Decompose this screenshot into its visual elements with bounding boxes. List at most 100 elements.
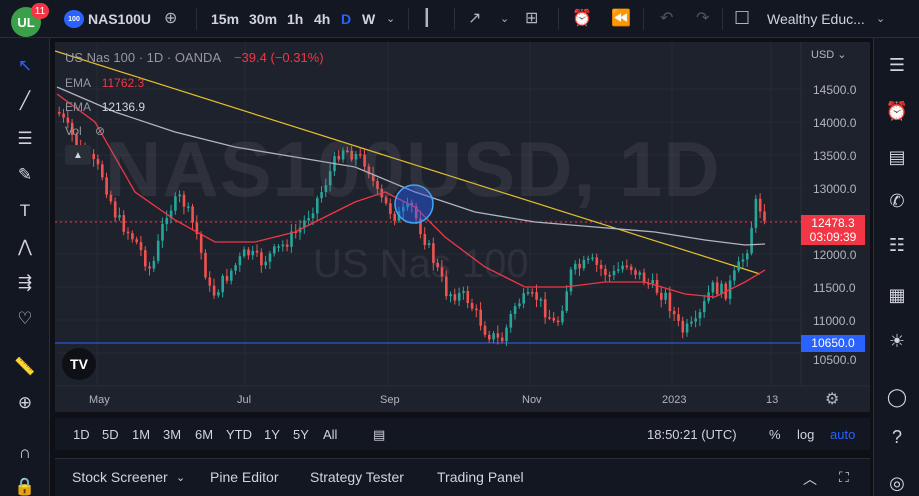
zoom-in-icon[interactable]: ⊕ <box>17 393 33 412</box>
templates-grid-icon[interactable]: ⊞ <box>525 10 539 27</box>
candle-body <box>242 249 246 257</box>
tab-stock-screener[interactable]: Stock Screener <box>72 469 168 485</box>
cursor-icon[interactable]: ↖ <box>17 56 33 75</box>
candle-body <box>552 317 556 321</box>
candle-body <box>625 265 629 268</box>
candle-body <box>720 283 723 295</box>
range-5d[interactable]: 5D <box>102 427 119 442</box>
redo-icon[interactable]: ↷ <box>696 10 710 27</box>
help-icon[interactable]: ? <box>891 426 902 447</box>
layout-square-icon[interactable]: ☐ <box>734 8 751 28</box>
alert-clock-icon[interactable]: ⏰ <box>572 10 592 27</box>
collapse-legend-button[interactable]: ▲ <box>65 145 91 165</box>
candle-body <box>118 215 121 218</box>
candlestick-chart-type-icon[interactable]: ┃ <box>422 10 432 27</box>
trend-line-icon[interactable]: ╱ <box>19 91 31 110</box>
ema-fast-legend[interactable]: EMA 11762.3 <box>65 76 144 90</box>
candle-body <box>436 262 439 268</box>
magnet-icon[interactable]: ∩ <box>18 443 32 462</box>
maximize-icon[interactable]: ⛶ <box>839 469 849 485</box>
candle-body <box>414 206 418 219</box>
undo-icon[interactable]: ↶ <box>660 10 674 27</box>
brush-icon[interactable]: ✎ <box>17 165 33 184</box>
candle-body <box>178 194 181 197</box>
symbol-search-button[interactable]: NAS100U <box>88 11 152 27</box>
timeframe-30m[interactable]: 30m <box>249 11 278 27</box>
range-1y[interactable]: 1Y <box>264 427 280 442</box>
eye-hidden-icon[interactable]: ⊘ <box>95 124 106 138</box>
candle-body <box>389 203 392 214</box>
compare-symbol-plus-icon[interactable]: ⊕ <box>164 10 178 27</box>
patterns-icon[interactable]: ⋀ <box>18 237 32 256</box>
calendar-icon[interactable]: ▦ <box>888 284 906 305</box>
toolbar-divider <box>558 8 559 30</box>
layout-name[interactable]: Wealthy Educ... <box>767 11 865 27</box>
tab-trading-panel[interactable]: Trading Panel <box>437 469 524 485</box>
chart-legend-title[interactable]: US Nas 100 · 1D · OANDA −39.4 (−0.31%) <box>65 50 324 65</box>
text-icon[interactable]: T <box>19 201 31 220</box>
range-3m[interactable]: 3M <box>163 427 182 442</box>
bottom-panel-tabs: Stock Screener ⌄ Pine Editor Strategy Te… <box>55 458 870 496</box>
ema-label: EMA <box>65 100 91 114</box>
indicators-icon[interactable]: ↗ <box>468 10 482 27</box>
go-to-date-calendar-icon[interactable]: ▤ <box>373 427 386 442</box>
range-ytd[interactable]: YTD <box>226 427 252 442</box>
candle-body <box>655 280 659 293</box>
tab-pine-editor[interactable]: Pine Editor <box>210 469 279 485</box>
replay-icon[interactable]: ⏪ <box>611 10 631 27</box>
timeframe-15m[interactable]: 15m <box>211 11 240 27</box>
candle-body <box>543 299 547 318</box>
candle-body <box>122 215 126 232</box>
range-all[interactable]: All <box>323 427 338 442</box>
chevron-down-icon[interactable]: ⌄ <box>386 13 396 25</box>
range-5y[interactable]: 5Y <box>293 427 309 442</box>
timeframe-d[interactable]: D <box>341 11 352 27</box>
candle-body <box>578 263 581 269</box>
tab-strategy-tester[interactable]: Strategy Tester <box>310 469 404 485</box>
heart-icon[interactable]: ♡ <box>17 309 33 328</box>
tradingview-logo[interactable]: TV <box>62 348 96 380</box>
news-icon[interactable]: ▤ <box>888 146 906 167</box>
log-scale-toggle[interactable]: log <box>797 427 815 442</box>
candle-body <box>681 320 685 333</box>
ideas-lightbulb-icon[interactable]: ☀ <box>888 330 906 351</box>
chevron-up-icon[interactable]: ︿ <box>803 471 817 487</box>
lock-icon[interactable]: 🔒 <box>14 477 36 496</box>
data-window-icon[interactable]: ☷ <box>888 234 906 255</box>
candle-body <box>290 231 293 247</box>
range-1d[interactable]: 1D <box>73 427 90 442</box>
chevron-down-icon[interactable]: ⌄ <box>876 13 886 25</box>
ema-slow-line <box>56 86 766 246</box>
ema-value: 12136.9 <box>101 100 146 114</box>
fib-retracement-icon[interactable]: ☰ <box>17 129 33 148</box>
candle-body <box>96 159 100 165</box>
candle-body <box>711 282 715 293</box>
chart-area[interactable]: NAS100USD, 1D US Nas 100 US Nas 100 · 1D… <box>55 42 870 412</box>
utc-clock[interactable]: 18:50:21 (UTC) <box>647 427 737 442</box>
candle-body <box>475 308 478 311</box>
chevron-down-icon[interactable]: ⌄ <box>500 13 510 25</box>
chart-settings-gear-icon[interactable]: ⚙ <box>825 391 840 408</box>
price-chart[interactable] <box>55 42 870 412</box>
prediction-icon[interactable]: ⇶ <box>17 273 33 292</box>
vol-legend[interactable]: Vol ⊘ <box>65 124 105 138</box>
notifications-icon[interactable]: ◯ <box>886 386 908 407</box>
currency-selector[interactable]: USD ⌄ <box>811 49 847 61</box>
auto-scale-toggle[interactable]: auto <box>830 427 856 442</box>
alarm-clock-icon[interactable]: ⏰ <box>885 100 909 121</box>
timeframe-1h[interactable]: 1h <box>287 11 304 27</box>
candle-body <box>367 166 371 175</box>
range-1m[interactable]: 1M <box>132 427 151 442</box>
candle-body <box>139 242 143 251</box>
candle-body <box>131 233 134 240</box>
ema-slow-legend[interactable]: EMA 12136.9 <box>65 100 145 114</box>
percent-scale-toggle[interactable]: % <box>769 427 781 442</box>
account-icon[interactable]: ◎ <box>889 472 905 493</box>
ruler-icon[interactable]: 📏 <box>14 357 36 376</box>
chat-icon[interactable]: ✆ <box>889 190 905 211</box>
range-6m[interactable]: 6M <box>195 427 214 442</box>
chevron-down-icon[interactable]: ⌄ <box>176 472 186 484</box>
timeframe-w[interactable]: W <box>362 11 376 27</box>
watchlist-icon[interactable]: ☰ <box>888 54 906 75</box>
timeframe-4h[interactable]: 4h <box>314 11 331 27</box>
